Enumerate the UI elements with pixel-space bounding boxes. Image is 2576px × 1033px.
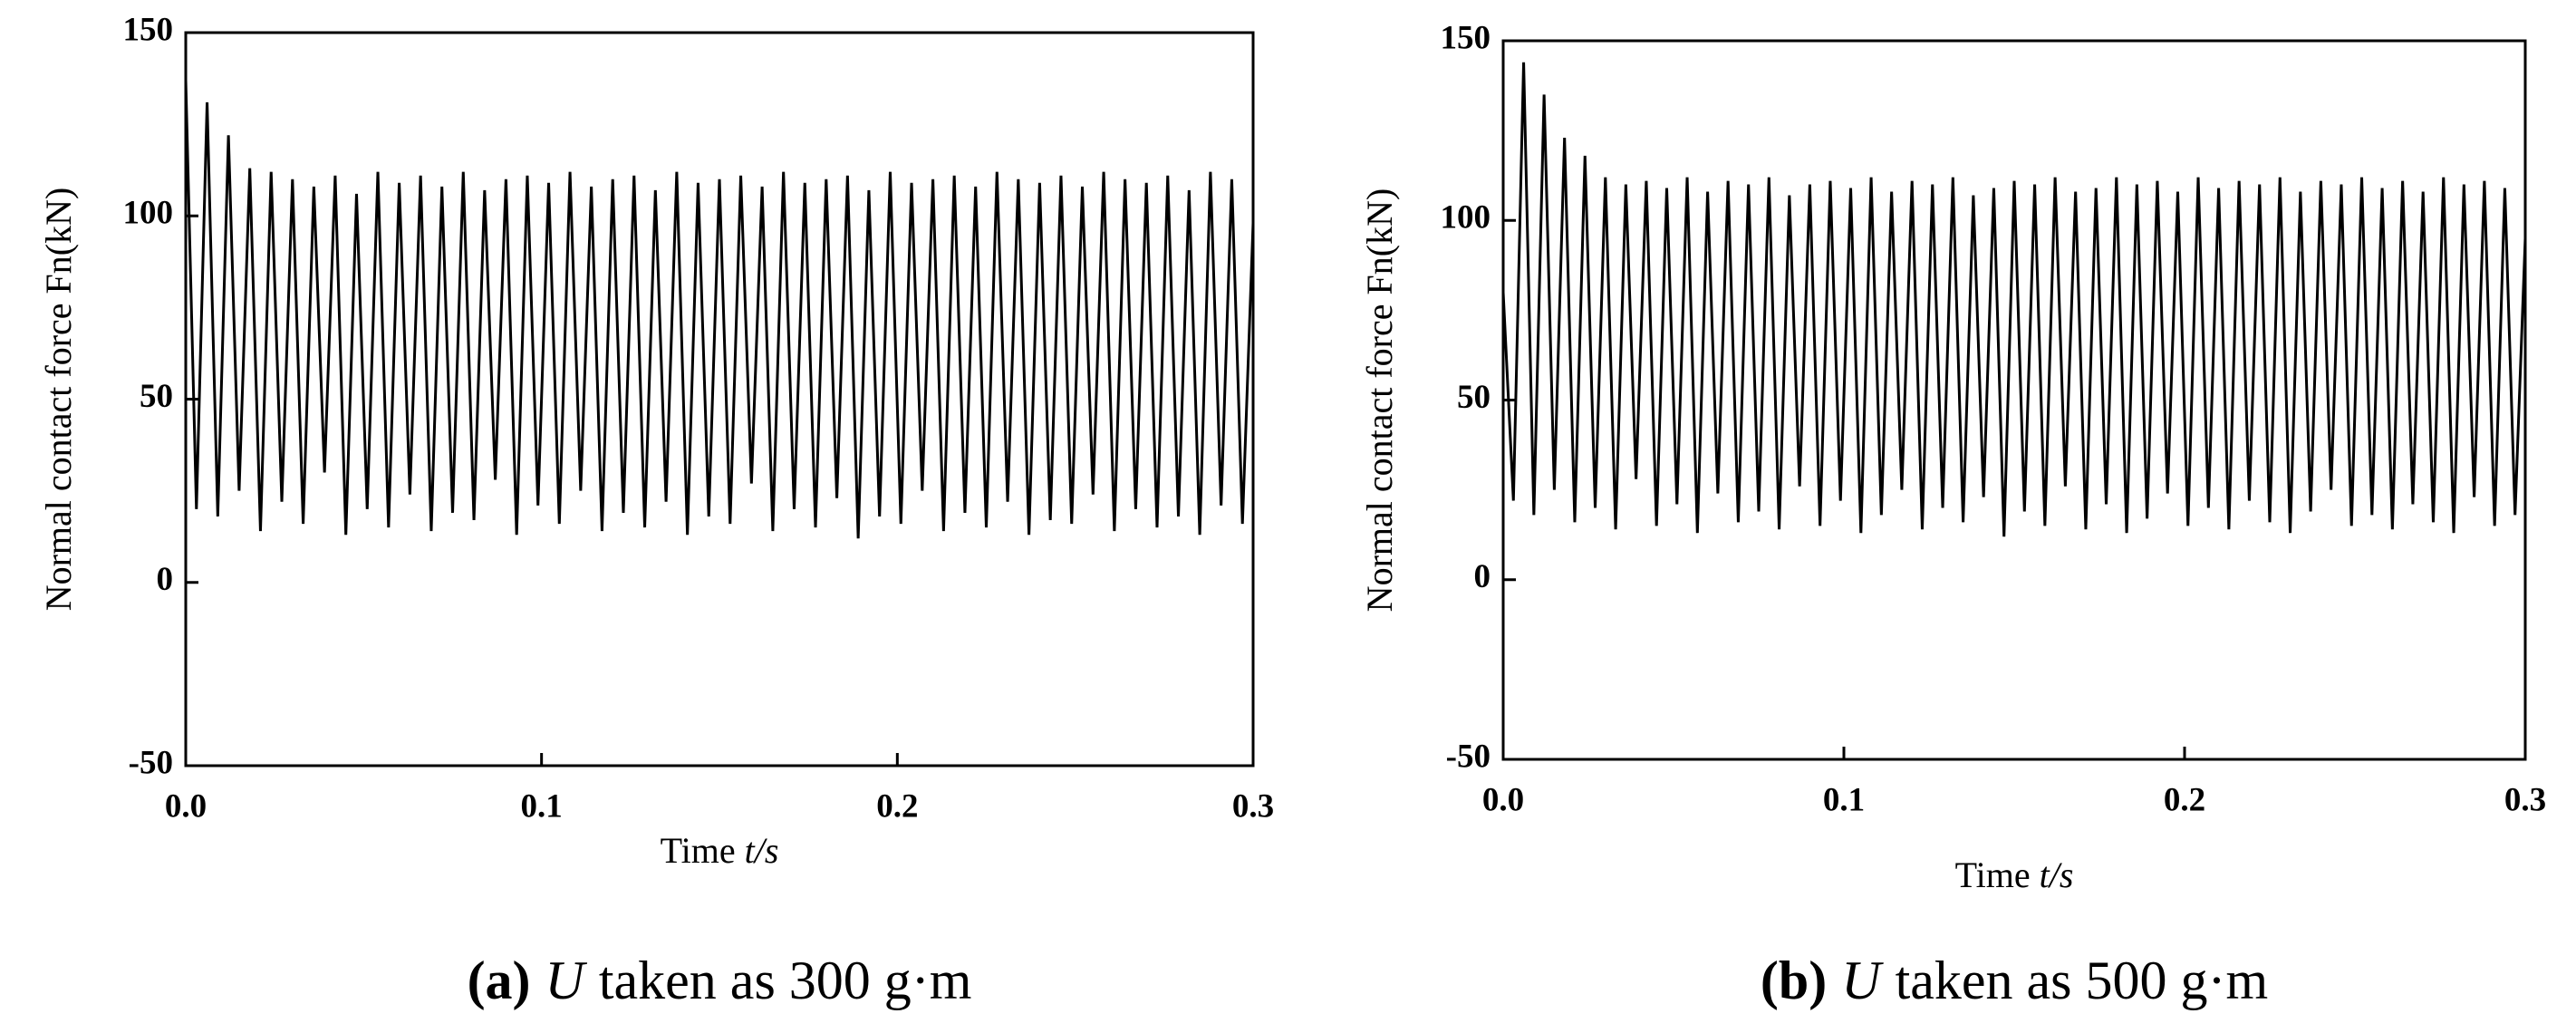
x-tick-label: 0.3	[1232, 787, 1274, 825]
x-axis-label: Time t/s	[1955, 854, 2074, 895]
y-tick-label: 150	[123, 11, 174, 48]
y-tick-label: 100	[1441, 199, 1491, 237]
y-tick-label: -50	[129, 744, 173, 781]
x-axis-label-unit: t/s	[2040, 854, 2074, 895]
y-tick-label: 100	[123, 195, 174, 232]
y-tick-label: 50	[1457, 379, 1491, 416]
caption-symbol: U	[545, 951, 588, 1010]
caption-label: (b)	[1761, 951, 1827, 1010]
x-tick-label: 0.0	[165, 787, 207, 825]
y-tick-label: 0	[157, 561, 174, 598]
x-tick-label: 0.2	[2164, 781, 2205, 818]
x-tick-label: 0.1	[521, 787, 563, 825]
y-axis-label: Normal contact force Fn(kN)	[38, 188, 79, 612]
y-tick-label: 50	[140, 378, 173, 415]
plot-frame	[184, 31, 1255, 768]
y-axis-label: Normal contact force Fn(kN)	[1359, 188, 1400, 613]
x-tick-label: 0.0	[1482, 781, 1524, 818]
caption-text: taken as 500 g·m	[1896, 951, 2269, 1010]
x-axis-label-unit: t/s	[745, 830, 779, 871]
x-tick-label: 0.2	[876, 787, 918, 825]
x-axis-label: Time t/s	[661, 830, 779, 871]
x-tick-label: 0.3	[2504, 781, 2546, 818]
y-tick-label: -50	[1446, 738, 1491, 775]
y-tick-label: 150	[1441, 19, 1491, 56]
x-axis-label-text: Time	[661, 830, 736, 871]
y-tick-label: 0	[1474, 558, 1491, 595]
caption-text: taken as 300 g·m	[599, 951, 972, 1010]
caption-label: (a)	[468, 951, 531, 1010]
x-tick-label: 0.1	[1823, 781, 1865, 818]
data-line	[1501, 62, 2527, 537]
caption-symbol: U	[1841, 951, 1884, 1010]
data-line	[184, 80, 1255, 539]
plot-frame	[1501, 39, 2527, 761]
x-axis-label-text: Time	[1955, 854, 2031, 895]
